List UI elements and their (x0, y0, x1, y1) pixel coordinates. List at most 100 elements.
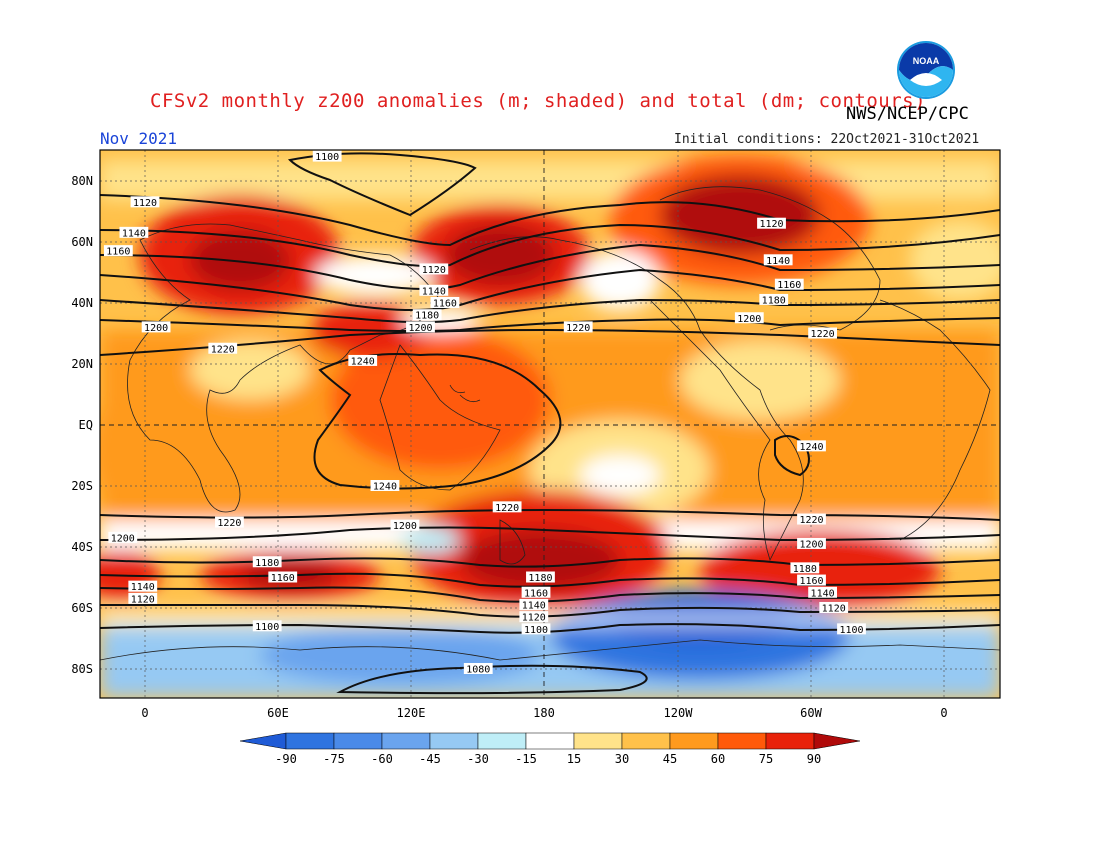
lat-label: 20S (71, 479, 93, 493)
contour-label: 1140 (763, 254, 793, 267)
contour-label-text: 1160 (524, 588, 548, 599)
contour-label: 1200 (141, 321, 171, 334)
legend-label: 75 (759, 752, 773, 766)
contour-label-text: 1120 (822, 604, 846, 615)
legend-label: -15 (515, 752, 537, 766)
equator-dateline (100, 150, 1000, 698)
contour-label-text: 1080 (466, 665, 490, 676)
contour-label: 1240 (370, 480, 400, 493)
legend-label: 15 (567, 752, 581, 766)
contour-label-text: 1160 (433, 299, 457, 310)
latitude-axis: 80N 60N 40N 20N EQ 20S 40S 60S 80S (71, 174, 93, 676)
contour-label-text: 1180 (255, 558, 279, 569)
contour-label: 1140 (519, 598, 549, 611)
contour-label: 1160 (430, 297, 460, 310)
contour-label: 1200 (108, 531, 138, 544)
contour-label-text: 1200 (393, 521, 417, 532)
contour-label: 1120 (130, 196, 160, 209)
forecast-period: Nov 2021 (100, 129, 178, 148)
contour-label: 1100 (521, 623, 551, 636)
contour-label-text: 1120 (133, 198, 157, 209)
legend-swatch (285, 732, 335, 750)
lat-label: 40S (71, 540, 93, 554)
contour-label-text: 1120 (522, 613, 546, 624)
contour-label: 1180 (412, 309, 442, 322)
lat-label: 80S (71, 662, 93, 676)
contour-label: 1160 (797, 574, 826, 587)
legend-swatch (333, 732, 383, 750)
contour-label-text: 1240 (373, 482, 397, 493)
legend-arrow-high (813, 732, 861, 750)
contour-label-text: 1140 (766, 256, 790, 267)
contour-label: 1180 (526, 571, 555, 584)
contour-label: 1120 (128, 592, 158, 605)
contour-label: 1100 (252, 620, 282, 633)
contour-label-text: 1220 (811, 329, 835, 340)
contour-label-text: 1220 (799, 515, 823, 526)
contour-label-text: 1160 (777, 280, 801, 291)
contour-label: 1120 (757, 217, 786, 230)
contour-label-text: 1100 (524, 625, 548, 636)
legend-swatch (717, 732, 767, 750)
contour-label-text: 1200 (408, 323, 432, 334)
legend-label: 45 (663, 752, 677, 766)
contour-label: 1100 (837, 623, 866, 636)
contour-label-text: 1100 (315, 152, 339, 163)
contour-label: 1200 (406, 321, 435, 334)
contour-label-text: 1140 (811, 588, 835, 599)
contour-label-text: 1200 (144, 323, 168, 334)
contour-label: 1180 (790, 562, 820, 575)
contour-label-text: 1140 (131, 582, 155, 593)
contour-label: 1180 (252, 556, 282, 569)
contour-label: 1100 (312, 150, 342, 163)
legend-swatch (525, 732, 575, 750)
lon-label: 60E (267, 706, 289, 720)
lat-label: EQ (79, 418, 93, 432)
legend-label: 60 (711, 752, 725, 766)
anomaly-shading (100, 150, 1000, 698)
contour-label-text: 1120 (422, 265, 446, 276)
contour-label-text: 1140 (422, 286, 446, 297)
legend-swatch (573, 732, 623, 750)
contour-label: 1120 (419, 263, 449, 276)
contour-label-text: 1100 (839, 625, 863, 636)
contour-label-text: 1160 (106, 247, 130, 258)
contour-label: 1200 (734, 312, 764, 325)
contour-label: 1220 (797, 513, 826, 526)
contour-labels: 1100112011401160120012201120114011601180… (103, 150, 866, 676)
contour-label: 1080 (463, 663, 493, 676)
legend-swatch (429, 732, 479, 750)
legend-label: 90 (807, 752, 821, 766)
contour-label-text: 1100 (255, 622, 279, 633)
contour-label-text: 1220 (566, 323, 590, 334)
legend-swatch (765, 732, 815, 750)
contour-label-text: 1200 (799, 539, 823, 550)
legend-swatch (381, 732, 431, 750)
contour-label: 1160 (521, 586, 551, 599)
initial-conditions: Initial conditions: 22Oct2021-31Oct2021 (674, 132, 980, 147)
contour-label-text: 1120 (759, 219, 783, 230)
contour-label-text: 1220 (217, 518, 241, 529)
legend-swatch (669, 732, 719, 750)
contour-label: 1160 (268, 571, 298, 584)
contour-label-text: 1140 (522, 600, 546, 611)
lon-label: 0 (940, 706, 947, 720)
contour-label-text: 1140 (122, 228, 146, 239)
contour-label-text: 1180 (762, 295, 786, 306)
contour-label-text: 1220 (211, 344, 235, 355)
contour-label-text: 1180 (528, 573, 552, 584)
contour-label-text: 1120 (131, 594, 155, 605)
contour-label: 1240 (797, 440, 826, 453)
contour-label: 1240 (348, 354, 378, 367)
contour-label: 1140 (128, 580, 158, 593)
contour-label-text: 1160 (271, 573, 295, 584)
lat-label: 20N (71, 357, 93, 371)
contour-label: 1220 (492, 501, 522, 514)
lat-label: 80N (71, 174, 93, 188)
lat-label: 60N (71, 235, 93, 249)
lon-label: 180 (533, 706, 555, 720)
contour-label: 1160 (103, 245, 133, 258)
legend-arrow-low (239, 732, 287, 750)
lon-label: 0 (141, 706, 148, 720)
lat-label: 40N (71, 296, 93, 310)
